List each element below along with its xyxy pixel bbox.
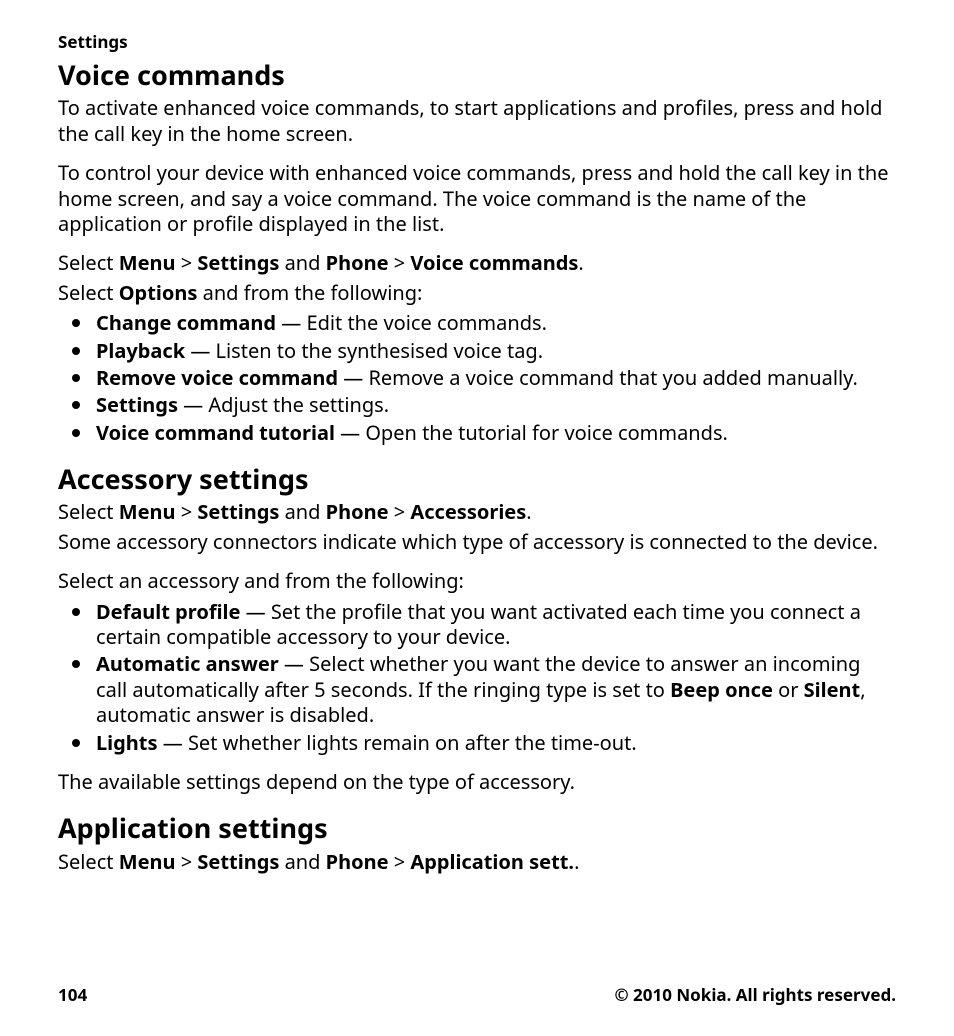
voice-nav-path: Select Menu > Settings and Phone > Voice…	[58, 250, 896, 275]
option-label: Lights	[96, 729, 158, 756]
nav-post: .	[526, 498, 531, 525]
page-number: 104	[58, 983, 87, 1006]
option-label: Playback	[96, 337, 185, 364]
list-item: Playback — Listen to the synthesised voi…	[94, 337, 896, 363]
option-desc: Edit the voice commands.	[306, 309, 546, 336]
nav-voice-commands: Voice commands	[410, 249, 578, 276]
list-item: Remove voice command — Remove a voice co…	[94, 364, 896, 390]
voice-intro-2: To control your device with enhanced voi…	[58, 160, 896, 236]
list-item: Voice command tutorial — Open the tutori…	[94, 419, 896, 445]
option-sep: —	[335, 419, 365, 446]
nav-post: .	[574, 848, 579, 875]
option-label: Default profile	[96, 598, 240, 625]
copyright: © 2010 Nokia. All rights reserved.	[614, 983, 896, 1006]
nav-text: Select	[58, 848, 119, 875]
nav-settings: Settings	[197, 498, 279, 525]
nav-menu: Menu	[119, 249, 176, 276]
option-desc: Listen to the synthesised voice tag.	[216, 337, 544, 364]
list-item: Default profile — Set the profile that y…	[94, 598, 896, 650]
nav-text: Select	[58, 498, 119, 525]
nav-text: Select	[58, 249, 119, 276]
accessory-settings-section: Accessory settings Select Menu > Setting…	[58, 463, 896, 794]
voice-intro-1: To activate enhanced voice commands, to …	[58, 95, 896, 146]
application-nav-path: Select Menu > Settings and Phone > Appli…	[58, 849, 896, 874]
nav-settings: Settings	[197, 848, 279, 875]
nav-and: and	[279, 848, 325, 875]
option-sep: —	[276, 309, 306, 336]
page-footer: 104 © 2010 Nokia. All rights reserved.	[58, 983, 896, 1006]
option-sep: —	[158, 729, 188, 756]
list-item: Settings — Adjust the settings.	[94, 391, 896, 417]
option-desc-mid: or	[773, 676, 804, 703]
nav-sep: >	[389, 498, 411, 525]
option-desc: Remove a voice command that you added ma…	[368, 364, 857, 391]
application-title: Application settings	[58, 812, 896, 844]
opts-pre: Select	[58, 279, 119, 306]
nav-sep: >	[389, 848, 411, 875]
option-label: Voice command tutorial	[96, 419, 335, 446]
option-desc: Set whether lights remain on after the t…	[188, 729, 637, 756]
accessory-nav-path: Select Menu > Settings and Phone > Acces…	[58, 499, 896, 524]
nav-phone: Phone	[326, 848, 389, 875]
option-sep: —	[178, 391, 208, 418]
option-sep: —	[338, 364, 368, 391]
option-label: Change command	[96, 309, 276, 336]
nav-phone: Phone	[326, 249, 389, 276]
accessory-title: Accessory settings	[58, 463, 896, 495]
opts-post: and from the following:	[197, 279, 422, 306]
option-desc-b2: Silent	[804, 676, 861, 703]
nav-and: and	[279, 249, 325, 276]
nav-and: and	[279, 498, 325, 525]
nav-sep: >	[176, 848, 198, 875]
nav-sep: >	[176, 498, 198, 525]
opts-bold: Options	[119, 279, 198, 306]
accessory-p2: Select an accessory and from the followi…	[58, 568, 896, 593]
nav-menu: Menu	[119, 498, 176, 525]
voice-commands-title: Voice commands	[58, 59, 896, 91]
option-sep: —	[240, 598, 270, 625]
voice-options-list: Change command — Edit the voice commands…	[58, 309, 896, 445]
nav-post: .	[578, 249, 583, 276]
voice-options-intro: Select Options and from the following:	[58, 280, 896, 305]
option-desc-b1: Beep once	[670, 676, 773, 703]
list-item: Automatic answer — Select whether you wa…	[94, 650, 896, 727]
nav-app-sett: Application sett.	[410, 848, 574, 875]
accessory-options-list: Default profile — Set the profile that y…	[58, 598, 896, 755]
application-settings-section: Application settings Select Menu > Setti…	[58, 812, 896, 874]
accessory-p1: Some accessory connectors indicate which…	[58, 529, 896, 554]
list-item: Change command — Edit the voice commands…	[94, 309, 896, 335]
nav-sep: >	[389, 249, 411, 276]
voice-commands-section: Voice commands To activate enhanced voic…	[58, 59, 896, 445]
accessory-p3: The available settings depend on the typ…	[58, 769, 896, 794]
nav-accessories: Accessories	[410, 498, 526, 525]
option-label: Automatic answer	[96, 650, 279, 677]
option-label: Settings	[96, 391, 178, 418]
option-label: Remove voice command	[96, 364, 338, 391]
option-desc: Adjust the settings.	[208, 391, 389, 418]
nav-phone: Phone	[326, 498, 389, 525]
nav-settings: Settings	[197, 249, 279, 276]
option-sep: —	[185, 337, 215, 364]
option-desc: Open the tutorial for voice commands.	[365, 419, 728, 446]
nav-menu: Menu	[119, 848, 176, 875]
option-sep: —	[279, 650, 309, 677]
page-header-label: Settings	[58, 30, 896, 53]
list-item: Lights — Set whether lights remain on af…	[94, 729, 896, 755]
document-page: Settings Voice commands To activate enha…	[0, 0, 954, 1036]
nav-sep: >	[176, 249, 198, 276]
